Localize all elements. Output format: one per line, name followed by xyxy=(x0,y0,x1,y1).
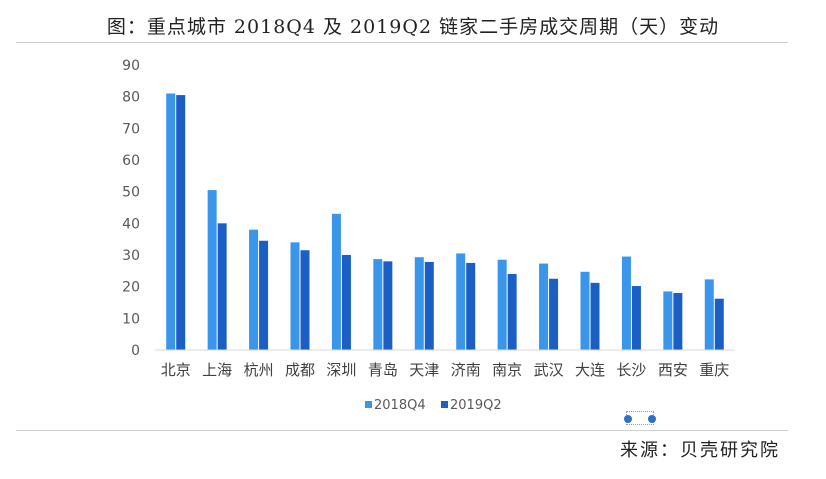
x-axis-ticks: 北京 上海 杭州 成都 深圳 青岛 天津 济南 南京 武汉 大连 长沙 西安 重庆 xyxy=(161,361,730,379)
y-tick-label: 40 xyxy=(122,216,140,232)
bar-2018Q4-上海 xyxy=(207,190,217,350)
bar-2019Q2-济南 xyxy=(466,262,476,350)
x-tick-label: 杭州 xyxy=(244,361,274,379)
bar-2018Q4-大连 xyxy=(580,271,590,350)
bar-chart: 0 10 20 30 40 50 60 70 80 90 北京 上海 杭州 成都 深圳 青岛 天津 济南 南京 武汉… xyxy=(122,58,735,413)
y-tick-label: 20 xyxy=(122,280,140,296)
x-tick-label: 天津 xyxy=(409,361,439,379)
bar-2019Q2-杭州 xyxy=(259,240,269,350)
bar-2018Q4-天津 xyxy=(414,257,424,350)
y-axis-ticks: 0 10 20 30 40 50 60 70 80 90 xyxy=(122,58,140,359)
x-tick-label: 长沙 xyxy=(616,361,646,379)
x-tick-label: 济南 xyxy=(451,361,481,379)
bar-2018Q4-深圳 xyxy=(331,213,341,350)
x-tick-label: 深圳 xyxy=(326,361,356,379)
x-tick-label: 北京 xyxy=(161,361,191,379)
handle-dot-right[interactable] xyxy=(648,415,656,423)
legend: 2018Q4 2019Q2 xyxy=(365,398,502,413)
legend-label: 2018Q4 xyxy=(374,398,426,413)
bar-2019Q2-上海 xyxy=(217,223,227,350)
bar-2018Q4-西安 xyxy=(663,291,673,350)
x-tick-label: 青岛 xyxy=(368,361,398,379)
bar-2019Q2-西安 xyxy=(673,293,683,350)
x-tick-label: 重庆 xyxy=(699,361,729,379)
bar-2018Q4-南京 xyxy=(497,259,507,350)
y-tick-label: 60 xyxy=(122,153,140,169)
bar-2019Q2-成都 xyxy=(300,250,310,350)
legend-swatch xyxy=(441,401,448,408)
bar-2018Q4-济南 xyxy=(456,253,466,350)
bar-2018Q4-成都 xyxy=(290,242,300,350)
bottom-divider xyxy=(16,430,788,431)
bar-2019Q2-深圳 xyxy=(341,255,351,350)
top-divider xyxy=(16,42,788,43)
x-tick-label: 武汉 xyxy=(534,361,564,379)
y-tick-label: 10 xyxy=(122,311,140,327)
handle-dot-left[interactable] xyxy=(624,415,632,423)
bar-2018Q4-武汉 xyxy=(539,263,549,350)
x-tick-label: 上海 xyxy=(202,361,232,379)
y-tick-label: 0 xyxy=(131,343,140,359)
bar-2019Q2-天津 xyxy=(424,261,434,350)
bar-2019Q2-大连 xyxy=(590,282,600,350)
y-tick-label: 90 xyxy=(122,58,140,74)
x-tick-label: 西安 xyxy=(658,361,688,379)
legend-swatch xyxy=(365,401,372,408)
source-note: 来源：贝壳研究院 xyxy=(620,440,780,461)
bar-2019Q2-青岛 xyxy=(383,261,393,350)
y-tick-label: 30 xyxy=(122,248,140,264)
bar-series xyxy=(166,93,724,350)
bar-2018Q4-青岛 xyxy=(373,259,383,350)
chart-title: 图：重点城市 2018Q4 及 2019Q2 链家二手房成交周期（天）变动 xyxy=(106,16,720,38)
x-tick-label: 南京 xyxy=(492,361,522,379)
y-tick-label: 70 xyxy=(122,121,140,137)
bar-2018Q4-长沙 xyxy=(621,256,631,350)
bar-2018Q4-杭州 xyxy=(249,229,259,350)
bar-2019Q2-北京 xyxy=(176,95,186,350)
bar-2019Q2-南京 xyxy=(507,274,517,350)
x-tick-label: 大连 xyxy=(575,361,605,379)
x-tick-label: 成都 xyxy=(285,361,315,379)
legend-label: 2019Q2 xyxy=(450,398,502,413)
selection-handle[interactable] xyxy=(624,411,656,425)
y-tick-label: 50 xyxy=(122,185,140,201)
bar-2018Q4-北京 xyxy=(166,93,176,350)
bar-2019Q2-重庆 xyxy=(714,298,724,350)
bar-2018Q4-重庆 xyxy=(704,279,714,350)
bar-2019Q2-武汉 xyxy=(549,278,559,350)
bar-2019Q2-长沙 xyxy=(631,286,641,350)
y-tick-label: 80 xyxy=(122,90,140,106)
